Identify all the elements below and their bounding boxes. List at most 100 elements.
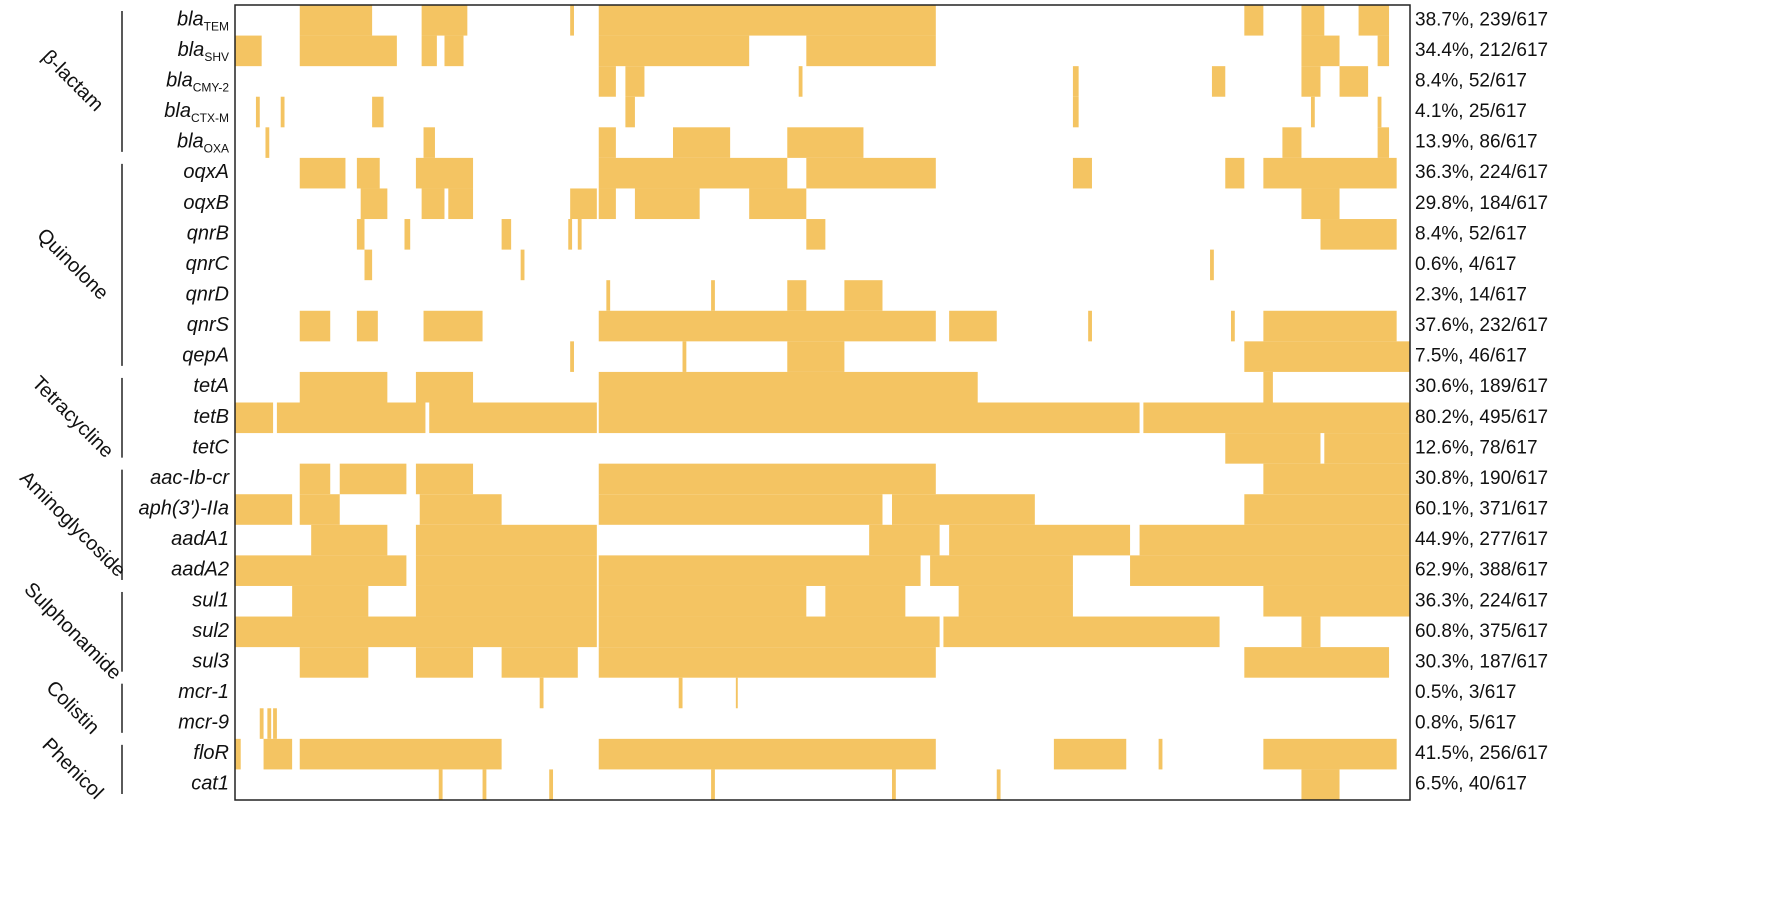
presence-cell <box>429 402 597 434</box>
presence-cell <box>1130 555 1410 586</box>
gene-subscript: TEM <box>204 19 229 33</box>
presence-cell <box>787 280 807 311</box>
presence-cell <box>1244 647 1390 678</box>
presence-cell <box>1339 66 1369 97</box>
presence-cell <box>598 66 616 97</box>
gene-name: cat1 <box>191 773 229 795</box>
gene-name: qepA <box>182 345 229 367</box>
presence-cell <box>415 524 597 556</box>
presence-cell <box>598 5 936 36</box>
presence-cell <box>1072 157 1092 189</box>
presence-cell <box>930 555 1073 586</box>
presence-cell <box>356 157 380 189</box>
prevalence-label: 30.8%, 190/617 <box>1415 468 1548 489</box>
presence-cell <box>299 157 346 189</box>
presence-cell <box>1158 738 1163 770</box>
presence-cell <box>570 188 597 220</box>
presence-cell <box>598 647 936 678</box>
presence-cell <box>419 494 502 525</box>
presence-cell <box>787 127 864 158</box>
gene-label: tetC <box>192 437 229 459</box>
presence-cell <box>438 769 443 800</box>
presence-cell <box>520 249 525 281</box>
presence-cell <box>598 738 936 770</box>
presence-cell <box>1324 433 1410 464</box>
gene-label: tetA <box>193 375 229 397</box>
presence-cell <box>1263 157 1397 189</box>
presence-cell <box>598 494 883 525</box>
gene-name: bla <box>178 39 205 61</box>
presence-cell <box>598 371 978 403</box>
presence-cell <box>949 524 1131 556</box>
prevalence-label: 37.6%, 232/617 <box>1415 315 1548 336</box>
presence-cell <box>570 341 574 372</box>
presence-cell <box>549 769 554 800</box>
presence-cell <box>806 157 936 189</box>
presence-cell <box>444 35 464 67</box>
gene-name: qnrS <box>187 314 230 336</box>
presence-cell <box>423 127 435 158</box>
gene-label: qnrS <box>187 314 230 336</box>
group-label: Colistin <box>42 677 104 739</box>
presence-cell <box>598 555 921 586</box>
presence-cell <box>1088 310 1092 342</box>
presence-cell <box>448 188 474 220</box>
presence-cell <box>598 616 940 648</box>
prevalence-label: 41.5%, 256/617 <box>1415 743 1548 764</box>
presence-cell <box>421 5 468 36</box>
presence-cell <box>749 188 807 220</box>
presence-cell <box>1225 157 1245 189</box>
gene-name: aph(3')-IIa <box>138 498 229 520</box>
presence-cell <box>943 616 1220 648</box>
presence-cell <box>1263 463 1410 495</box>
presence-cell <box>869 524 940 556</box>
gene-label: blaCMY-2 <box>166 70 229 95</box>
presence-cell <box>299 5 373 36</box>
gene-label: sul2 <box>192 620 229 642</box>
presence-cell <box>1210 249 1214 281</box>
presence-cell <box>1211 66 1226 97</box>
presence-cell <box>735 677 738 709</box>
presence-cell <box>421 35 437 67</box>
gene-subscript: CTX-M <box>191 111 229 125</box>
gene-label: blaCTX-M <box>164 100 229 125</box>
gene-label: sul1 <box>192 590 229 612</box>
presence-cell <box>360 188 388 220</box>
gene-name: mcr-9 <box>178 712 229 734</box>
presence-cell <box>267 708 272 739</box>
presence-cell <box>1377 96 1382 128</box>
presence-cell <box>415 157 474 189</box>
presence-cell <box>949 310 997 342</box>
presence-cell <box>673 127 731 158</box>
gene-label: cat1 <box>191 773 229 795</box>
presence-cell <box>678 677 683 709</box>
prevalence-label: 6.5%, 40/617 <box>1415 774 1527 795</box>
presence-cell <box>787 341 845 372</box>
presence-cell <box>235 616 597 648</box>
presence-cell <box>299 371 388 403</box>
plot-frame <box>234 4 1411 801</box>
presence-cell <box>299 35 397 67</box>
presence-cell <box>311 524 388 556</box>
presence-cell <box>1377 35 1390 67</box>
gene-name: oqxA <box>183 161 229 183</box>
prevalence-label: 7.5%, 46/617 <box>1415 346 1527 367</box>
prevalence-label: 13.9%, 86/617 <box>1415 132 1538 153</box>
presence-cell <box>1301 66 1321 97</box>
presence-cell <box>1301 769 1340 800</box>
gene-name: tetB <box>193 406 229 428</box>
presence-cell <box>501 647 578 678</box>
prevalence-label: 34.4%, 212/617 <box>1415 40 1548 61</box>
presence-cell <box>501 219 512 250</box>
presence-cell <box>598 35 750 67</box>
gene-label: aac-Ib-cr <box>150 467 230 489</box>
presence-cell <box>235 35 262 67</box>
prevalence-label: 60.1%, 371/617 <box>1415 499 1548 520</box>
presence-cell <box>568 219 573 250</box>
presence-cell <box>958 585 1073 617</box>
presence-cell <box>404 219 411 250</box>
presence-cell <box>625 66 645 97</box>
prevalence-label: 36.3%, 224/617 <box>1415 590 1548 611</box>
gene-label: sul3 <box>192 651 229 673</box>
